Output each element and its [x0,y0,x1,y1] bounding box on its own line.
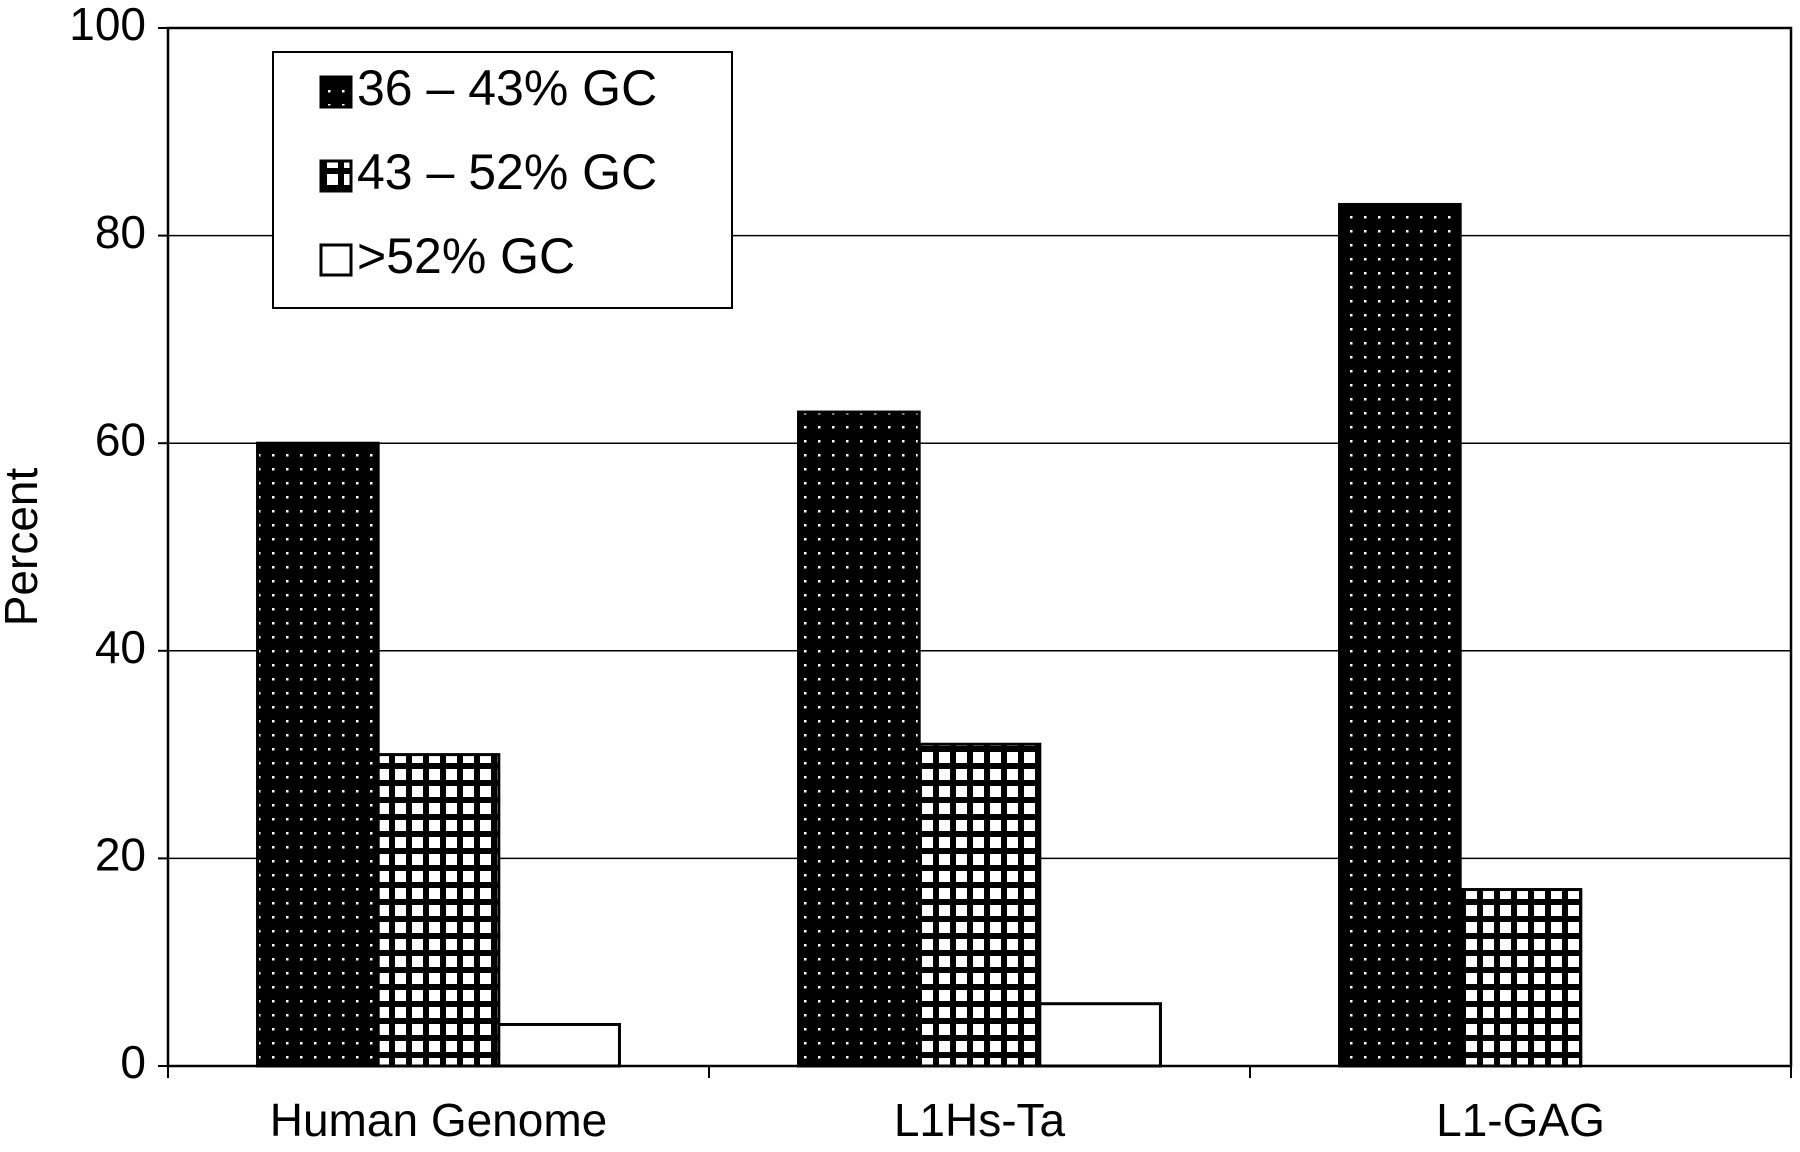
bar [797,410,921,1068]
y-tick-label: 100 [69,0,146,50]
legend-label: 36 – 43% GC [357,60,657,116]
legend-swatch [319,75,353,109]
y-tick-label: 80 [95,206,146,258]
y-tick-label: 20 [95,829,146,881]
bar [1458,888,1583,1068]
bar [376,753,501,1068]
bar [256,441,380,1068]
x-tick-label: L1-GAG [1436,1094,1605,1146]
x-tick-label: Human Genome [270,1094,608,1146]
y-tick-label: 60 [95,413,146,465]
legend-label: >52% GC [357,228,575,284]
y-tick-label: 40 [95,621,146,673]
y-tick-label: 0 [120,1036,146,1088]
bar [497,1022,621,1068]
bar [1338,202,1462,1068]
bar [1038,1002,1162,1068]
legend-swatch [319,159,353,193]
x-tick-label: L1Hs-Ta [894,1094,1066,1146]
y-axis-label: Percent [0,468,47,627]
bar [917,742,1042,1068]
legend-swatch [319,243,353,277]
legend-label: 43 – 52% GC [357,144,657,200]
